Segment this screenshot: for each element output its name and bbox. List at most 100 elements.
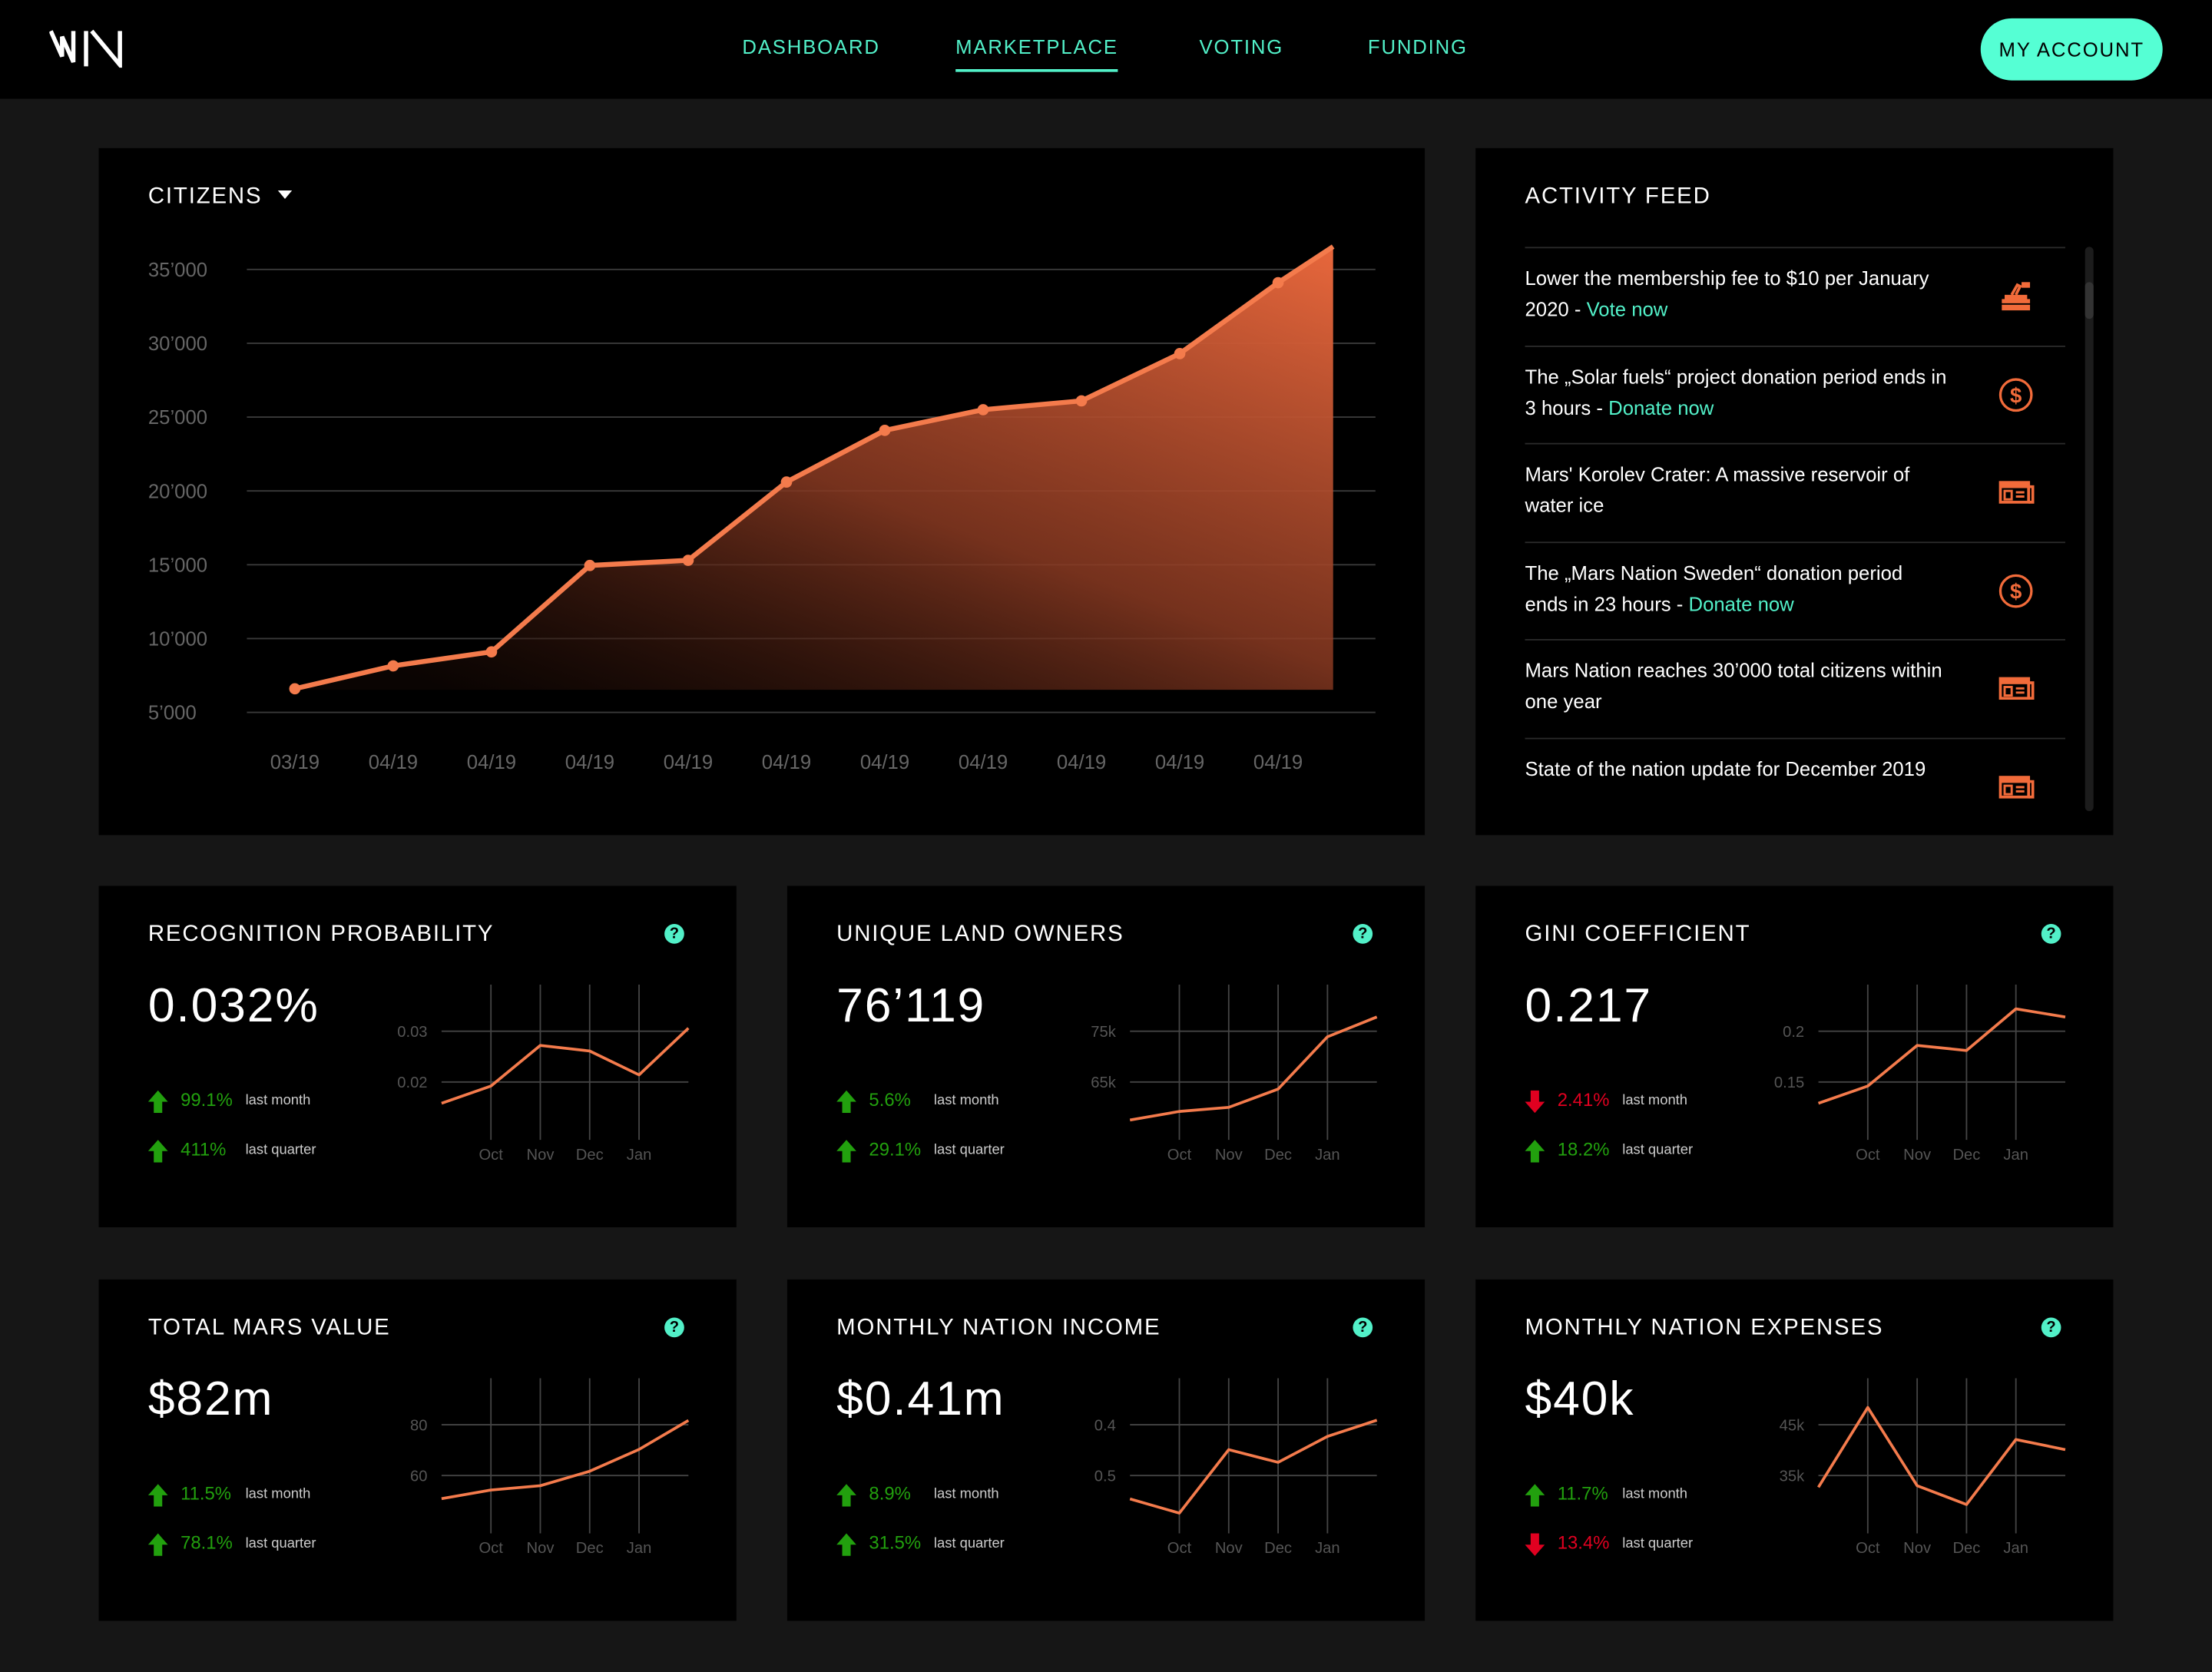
data-point[interactable] — [1273, 277, 1284, 289]
y-tick-label: 60 — [410, 1468, 427, 1485]
feed-item-text: Mars Nation reaches 30’000 total citizen… — [1525, 655, 1949, 717]
sparkline-series — [1130, 1017, 1376, 1120]
x-tick-label: Dec — [1264, 1147, 1292, 1164]
x-tick-label: Jan — [1315, 1540, 1340, 1557]
x-tick-label: Oct — [1856, 1147, 1880, 1164]
feed-item[interactable]: Lower the membership fee to $10 per Janu… — [1525, 247, 2065, 346]
feed-item-message: State of the nation update for December … — [1525, 757, 1926, 780]
y-tick-label: 20’000 — [148, 481, 207, 502]
x-tick-label: Nov — [527, 1540, 555, 1557]
feed-item-action-link[interactable]: Donate now — [1689, 592, 1794, 614]
feed-item[interactable]: The „Mars Nation Sweden“ donation period… — [1525, 541, 2065, 641]
nav-dashboard[interactable]: DASHBOARD — [742, 35, 879, 58]
data-point[interactable] — [388, 661, 399, 672]
feed-item[interactable]: State of the nation update for December … — [1525, 738, 2065, 837]
x-tick-label: Dec — [1952, 1147, 1980, 1164]
activity-feed-card: ACTIVITY FEED Lower the membership fee t… — [1475, 148, 2113, 835]
x-tick-label: 04/19 — [1155, 752, 1204, 773]
y-tick-label: 30’000 — [148, 333, 207, 355]
y-tick-label: 0.02 — [397, 1074, 427, 1091]
nav-funding[interactable]: FUNDING — [1368, 35, 1468, 58]
dollar-circle-icon: $ — [1998, 572, 2035, 609]
sparkline-series — [1819, 1009, 2065, 1104]
x-tick-label: Oct — [1167, 1540, 1192, 1557]
feed-item-text: Lower the membership fee to $10 per Janu… — [1525, 263, 1949, 325]
sparkline-series — [442, 1420, 688, 1498]
y-tick-label: 25’000 — [148, 407, 207, 429]
citizens-area-chart: 35’000 30’000 25’000 20’000 15’000 10’000 5’00… — [99, 148, 1426, 835]
x-tick-label: 04/19 — [664, 752, 713, 773]
data-point[interactable] — [1076, 396, 1088, 407]
feed-item-text: The „Mars Nation Sweden“ donation period… — [1525, 557, 1949, 619]
x-tick-label: Jan — [1315, 1147, 1340, 1164]
feed-item-message: Lower the membership fee to $10 per Janu… — [1525, 267, 1929, 320]
y-tick-label: 0.2 — [1783, 1024, 1804, 1041]
x-tick-label: 04/19 — [565, 752, 614, 773]
x-tick-label: 03/19 — [270, 752, 320, 773]
newspaper-icon — [1998, 474, 2035, 511]
top-navigation-bar: DASHBOARD MARKETPLACE VOTING FUNDING MY … — [0, 0, 2212, 99]
sparkline-series — [1819, 1408, 2065, 1505]
x-tick-label: Jan — [627, 1147, 652, 1164]
x-tick-label: 04/19 — [467, 752, 516, 773]
nav-marketplace[interactable]: MARKETPLACE — [955, 35, 1118, 58]
y-tick-label: 5’000 — [148, 703, 197, 724]
data-point[interactable] — [683, 555, 694, 566]
y-tick-label: 0.15 — [1774, 1074, 1804, 1091]
feed-item[interactable]: Mars' Korolev Crater: A massive reservoi… — [1525, 443, 2065, 542]
data-point[interactable] — [978, 404, 989, 416]
feed-item-text: State of the nation update for December … — [1525, 753, 1949, 784]
y-tick-label: 35’000 — [148, 260, 207, 281]
sparkline-series — [442, 1028, 688, 1104]
newspaper-icon — [1998, 670, 2035, 707]
feed-item-message: The „Solar fuels“ project donation perio… — [1525, 365, 1947, 419]
feed-item[interactable]: Mars Nation reaches 30’000 total citizen… — [1525, 640, 2065, 739]
data-point[interactable] — [290, 683, 301, 694]
feed-scrollbar-thumb[interactable] — [2085, 282, 2094, 319]
x-tick-label: Dec — [1952, 1540, 1980, 1557]
x-tick-label: 04/19 — [369, 752, 418, 773]
x-tick-label: 04/19 — [1253, 752, 1303, 773]
feed-item-message: Mars Nation reaches 30’000 total citizen… — [1525, 659, 1942, 713]
data-point[interactable] — [1174, 348, 1186, 359]
y-tick-label: 45k — [1780, 1417, 1805, 1434]
nav-voting[interactable]: VOTING — [1200, 35, 1284, 58]
data-point[interactable] — [486, 646, 498, 657]
data-point[interactable] — [781, 476, 793, 488]
feed-item-action-link[interactable]: Donate now — [1608, 396, 1714, 418]
x-tick-label: 04/19 — [762, 752, 811, 773]
x-tick-label: 04/19 — [1057, 752, 1106, 773]
feed-scrollbar[interactable] — [2085, 247, 2094, 811]
feed-item[interactable]: The „Solar fuels“ project donation perio… — [1525, 345, 2065, 444]
y-tick-label: 10’000 — [148, 629, 207, 651]
my-account-button[interactable]: MY ACCOUNT — [1981, 18, 2163, 81]
x-tick-label: Oct — [478, 1147, 503, 1164]
y-tick-label: 15’000 — [148, 555, 207, 576]
ballot-box-icon — [1998, 278, 2035, 315]
mars-nation-logo[interactable] — [49, 28, 125, 68]
data-point[interactable] — [584, 560, 596, 571]
data-point[interactable] — [879, 425, 891, 436]
feed-item-action-link[interactable]: Vote now — [1587, 298, 1668, 320]
x-tick-label: Nov — [1903, 1540, 1932, 1557]
y-tick-label: 65k — [1091, 1074, 1116, 1091]
y-tick-label: 35k — [1780, 1468, 1805, 1485]
y-tick-label: 80 — [410, 1417, 427, 1434]
activity-feed-title: ACTIVITY FEED — [1525, 185, 1711, 210]
x-tick-label: Nov — [1903, 1147, 1932, 1164]
x-tick-label: Nov — [1215, 1540, 1243, 1557]
y-tick-label: 0.4 — [1094, 1417, 1116, 1434]
x-tick-label: Dec — [576, 1147, 604, 1164]
dollar-circle-icon: $ — [1998, 376, 2035, 413]
y-tick-label: 75k — [1091, 1024, 1116, 1041]
